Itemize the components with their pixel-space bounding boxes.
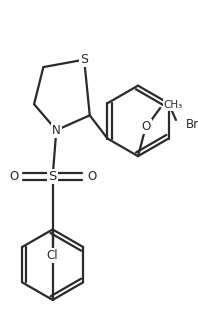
Text: N: N [52, 124, 61, 137]
Text: Cl: Cl [47, 249, 58, 262]
Text: O: O [142, 120, 151, 133]
Text: Br: Br [186, 118, 198, 131]
Text: S: S [49, 170, 57, 183]
Text: CH₃: CH₃ [164, 100, 183, 110]
Text: O: O [9, 170, 18, 183]
Text: O: O [87, 170, 96, 183]
Text: S: S [80, 53, 88, 66]
